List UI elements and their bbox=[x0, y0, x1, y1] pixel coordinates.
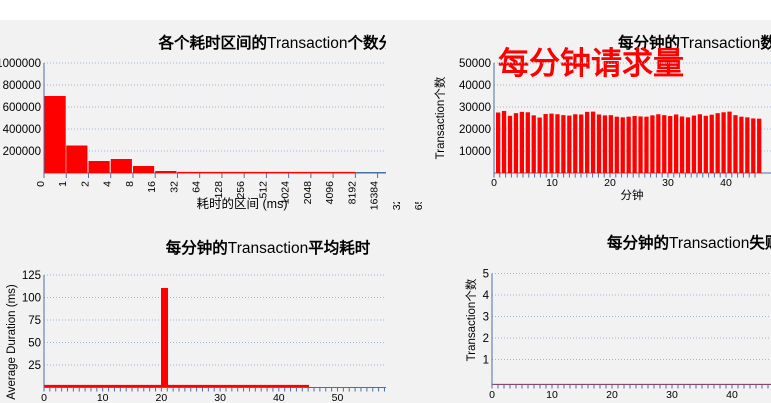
svg-text:4: 4 bbox=[483, 290, 490, 302]
svg-text:128: 128 bbox=[213, 181, 225, 199]
svg-text:4096: 4096 bbox=[324, 181, 336, 205]
svg-text:0: 0 bbox=[491, 177, 497, 189]
svg-text:30: 30 bbox=[662, 177, 674, 189]
svg-text:125: 125 bbox=[22, 270, 41, 282]
svg-text:各个耗时区间的Transaction个数分布: 各个耗时区间的Transaction个数分布 bbox=[158, 33, 410, 52]
svg-text:50: 50 bbox=[332, 392, 344, 403]
svg-text:600000: 600000 bbox=[3, 102, 41, 114]
svg-text:1: 1 bbox=[57, 181, 69, 187]
svg-text:0: 0 bbox=[489, 389, 495, 401]
svg-text:10000: 10000 bbox=[459, 146, 491, 158]
svg-text:40000: 40000 bbox=[459, 80, 491, 92]
svg-text:40: 40 bbox=[726, 389, 738, 401]
svg-text:1: 1 bbox=[483, 355, 489, 367]
svg-text:20000: 20000 bbox=[459, 124, 491, 136]
svg-text:50: 50 bbox=[28, 338, 41, 350]
svg-text:64: 64 bbox=[191, 181, 203, 193]
svg-text:256: 256 bbox=[235, 181, 247, 199]
svg-text:10: 10 bbox=[97, 392, 109, 403]
svg-text:30: 30 bbox=[666, 389, 678, 401]
svg-text:20: 20 bbox=[606, 389, 618, 401]
svg-text:8: 8 bbox=[124, 181, 136, 187]
svg-text:2: 2 bbox=[483, 333, 489, 345]
svg-text:10: 10 bbox=[546, 389, 558, 401]
svg-text:800000: 800000 bbox=[3, 80, 41, 92]
svg-text:512: 512 bbox=[257, 181, 269, 199]
svg-text:分钟: 分钟 bbox=[621, 188, 644, 202]
svg-text:耗时的区间 (ms): 耗时的区间 (ms) bbox=[197, 196, 288, 211]
svg-text:0: 0 bbox=[35, 181, 47, 187]
svg-text:Transaction个数: Transaction个数 bbox=[464, 278, 478, 361]
svg-text:50000: 50000 bbox=[459, 58, 491, 70]
svg-text:4: 4 bbox=[102, 181, 114, 187]
svg-text:40: 40 bbox=[273, 392, 285, 403]
svg-text:400000: 400000 bbox=[3, 124, 41, 136]
svg-text:20: 20 bbox=[156, 392, 168, 403]
svg-text:100: 100 bbox=[22, 293, 41, 305]
svg-text:200000: 200000 bbox=[3, 146, 41, 158]
svg-text:16: 16 bbox=[146, 181, 158, 193]
svg-text:5: 5 bbox=[483, 269, 489, 281]
svg-text:75: 75 bbox=[28, 315, 41, 327]
svg-text:32: 32 bbox=[168, 181, 180, 193]
svg-text:Average Duration (ms): Average Duration (ms) bbox=[6, 284, 18, 400]
svg-text:3: 3 bbox=[483, 312, 489, 324]
svg-text:每分钟的Transaction失败个数: 每分钟的Transaction失败个数 bbox=[607, 233, 771, 252]
svg-text:20: 20 bbox=[604, 177, 616, 189]
svg-text:2: 2 bbox=[79, 181, 91, 187]
svg-text:30000: 30000 bbox=[459, 102, 491, 114]
svg-text:Transaction个数: Transaction个数 bbox=[433, 76, 447, 159]
svg-text:2048: 2048 bbox=[302, 181, 314, 205]
svg-text:8192: 8192 bbox=[346, 181, 358, 205]
svg-text:0: 0 bbox=[41, 392, 47, 403]
svg-text:25: 25 bbox=[28, 360, 41, 372]
svg-text:30: 30 bbox=[214, 392, 226, 403]
svg-text:16384: 16384 bbox=[369, 181, 381, 210]
svg-text:每分钟的Transaction平均耗时: 每分钟的Transaction平均耗时 bbox=[166, 238, 371, 257]
svg-text:1000000: 1000000 bbox=[0, 58, 41, 70]
svg-text:10: 10 bbox=[546, 177, 558, 189]
svg-text:40: 40 bbox=[720, 177, 732, 189]
